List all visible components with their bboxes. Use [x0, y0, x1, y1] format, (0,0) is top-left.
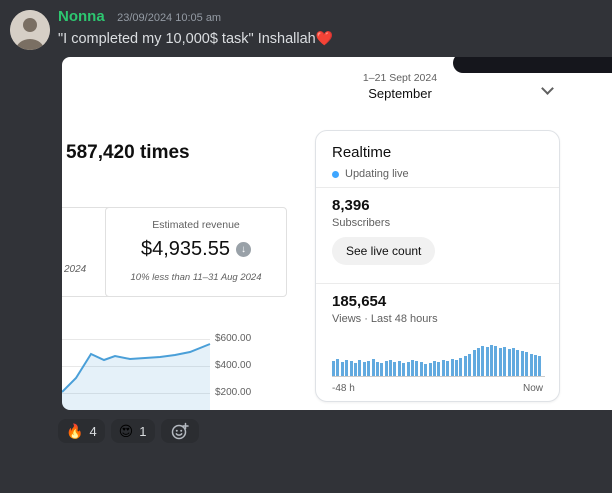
realtime-bar — [402, 363, 406, 376]
bar-axis-left: -48 h — [332, 383, 355, 394]
realtime-bar — [494, 346, 498, 376]
avatar-photo — [10, 10, 50, 50]
realtime-bar — [525, 352, 529, 376]
avatar[interactable] — [10, 10, 50, 50]
realtime-bar — [393, 362, 397, 376]
date-month-label[interactable]: September — [368, 86, 432, 101]
heart-eyes-emoji: 😍 — [118, 423, 134, 439]
heart-emoji: ❤️ — [315, 30, 334, 46]
realtime-bar-chart — [332, 341, 545, 377]
realtime-bar — [384, 361, 388, 376]
realtime-status: Updating live — [332, 168, 409, 180]
realtime-bar — [485, 347, 489, 376]
emoji-plus-icon — [171, 422, 189, 440]
realtime-bar — [533, 355, 537, 376]
realtime-card: Realtime Updating live 8,396 Subscribers… — [315, 130, 560, 402]
realtime-bar — [419, 362, 423, 376]
realtime-bar — [406, 362, 410, 376]
divider — [316, 187, 559, 188]
subscribers-count: 8,396 — [332, 197, 370, 214]
realtime-bar — [428, 363, 432, 376]
realtime-bar — [340, 362, 344, 376]
realtime-bar — [516, 350, 520, 376]
realtime-bar — [446, 361, 450, 376]
realtime-bar — [472, 350, 476, 376]
watch-count-headline: 587,420 times — [66, 142, 190, 163]
realtime-bar — [463, 356, 467, 376]
revenue-line-chart — [62, 330, 212, 410]
realtime-bar — [441, 360, 445, 376]
realtime-bar — [389, 360, 393, 376]
realtime-bar — [375, 362, 379, 376]
realtime-bar — [454, 360, 458, 376]
realtime-bar — [468, 354, 472, 376]
reaction-count: 1 — [139, 423, 147, 439]
realtime-bar — [353, 363, 357, 376]
revenue-comparison: 10% less than 11–31 Aug 2024 — [130, 272, 262, 283]
realtime-bar — [481, 346, 485, 376]
message-header: Nonna 23/09/2024 10:05 am — [58, 8, 221, 26]
realtime-bar — [437, 362, 441, 376]
realtime-bar — [512, 348, 516, 376]
bar-axis-right: Now — [522, 383, 543, 394]
header-dark-button[interactable] — [453, 57, 612, 73]
add-reaction-button[interactable] — [160, 419, 199, 443]
realtime-bar — [371, 359, 375, 376]
realtime-bar — [503, 347, 507, 376]
realtime-bar — [367, 361, 371, 376]
divider — [316, 283, 559, 284]
realtime-bar — [432, 361, 436, 376]
realtime-bar — [498, 348, 502, 376]
realtime-bar — [349, 361, 353, 376]
realtime-status-label: Updating live — [345, 168, 409, 180]
realtime-bar — [336, 359, 340, 376]
realtime-bar — [459, 358, 463, 376]
message-text: "I completed my 10,000$ task" Inshallah❤… — [58, 30, 333, 47]
revenue-label: Estimated revenue — [152, 219, 240, 231]
realtime-bar — [490, 345, 494, 376]
realtime-bar — [380, 363, 384, 376]
realtime-bar — [520, 351, 524, 376]
message-text-content: "I completed my 10,000$ task" Inshallah — [58, 31, 316, 47]
embedded-screenshot[interactable]: 1–21 Sept 2024 September 587,420 times 2… — [62, 57, 612, 410]
realtime-bar — [397, 361, 401, 376]
realtime-bar — [415, 361, 419, 376]
username[interactable]: Nonna — [58, 8, 105, 25]
see-live-count-button[interactable]: See live count — [332, 237, 436, 265]
realtime-bar — [476, 348, 480, 376]
realtime-bar — [529, 354, 533, 376]
reaction-heart-eyes[interactable]: 😍 1 — [110, 419, 155, 443]
estimated-revenue-card: Estimated revenue $4,935.55 ↓ 10% less t… — [105, 207, 287, 297]
realtime-bar — [332, 361, 335, 376]
realtime-bar — [345, 360, 349, 376]
reactions-row: 🔥 4 😍 1 — [58, 419, 199, 443]
date-range-label: 1–21 Sept 2024 — [362, 72, 438, 84]
realtime-bar — [362, 362, 366, 376]
reaction-count: 4 — [89, 423, 97, 439]
realtime-bar — [507, 349, 511, 376]
revenue-value: $4,935.55 — [141, 238, 230, 260]
download-icon[interactable]: ↓ — [235, 242, 251, 257]
views-count: 185,654 — [332, 293, 387, 310]
views-label: Views · Last 48 hours — [332, 313, 438, 325]
fire-emoji: 🔥 — [66, 423, 84, 439]
reaction-fire[interactable]: 🔥 4 — [58, 419, 105, 443]
realtime-bar — [411, 360, 415, 376]
chevron-down-icon[interactable] — [541, 82, 554, 95]
realtime-bar — [424, 364, 428, 376]
partial-metric-text: 2024 — [64, 264, 87, 275]
live-dot-icon — [332, 170, 339, 178]
subscribers-label: Subscribers — [332, 217, 391, 229]
realtime-bar — [450, 359, 454, 376]
realtime-bar — [538, 356, 542, 376]
timestamp: 23/09/2024 10:05 am — [117, 12, 222, 24]
realtime-bar — [358, 360, 362, 376]
realtime-title: Realtime — [332, 144, 392, 161]
